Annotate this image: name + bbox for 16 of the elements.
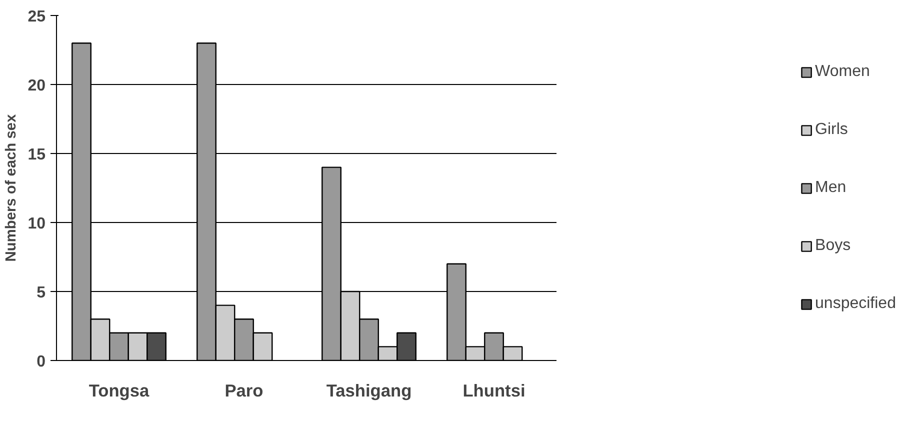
legend-label: Girls	[815, 120, 848, 138]
y-tick-label: 20	[28, 78, 46, 94]
y-axis-title: Numbers of each sex	[4, 113, 20, 262]
legend-label: Boys	[815, 236, 851, 254]
y-tick-label: 25	[28, 8, 46, 26]
y-tick-label: 10	[28, 216, 46, 232]
legend-label: Women	[815, 62, 870, 80]
x-tick-label: Paro	[224, 380, 264, 400]
x-tick-label: Lhuntsi	[462, 380, 526, 400]
x-tick-label: Tongsa	[88, 380, 150, 400]
legend-label: Men	[815, 178, 846, 196]
legend-label: unspecified	[815, 294, 896, 312]
x-tick-label: Tashigang	[326, 380, 412, 400]
y-tick-label: 0	[36, 354, 46, 370]
y-tick-label: 15	[28, 146, 46, 164]
y-tick-label: 5	[36, 284, 46, 302]
